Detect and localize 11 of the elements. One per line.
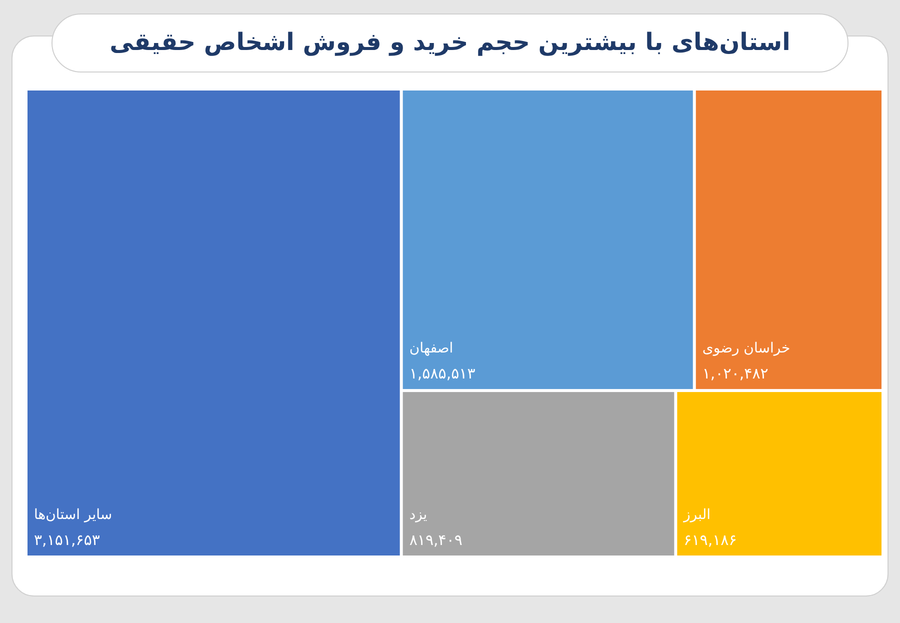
text: استان‌های با بیشترین حجم خرید و فروش اشخاص حقیقی xyxy=(110,28,790,56)
data-label: ۳,۱۵۱,۶۵۳ xyxy=(34,531,100,549)
category-label: اصفهان xyxy=(409,340,454,357)
data-label: ۱,۰۲۰,۴۸۲ xyxy=(702,364,768,383)
category-label: البرز xyxy=(682,507,711,523)
data-label: ۸۱۹,۴۰۹ xyxy=(409,531,462,549)
category-label: خراسان رضوی xyxy=(702,340,790,357)
category-label: یزد xyxy=(409,507,428,523)
data-label: ۱,۵۸۵,۵۱۳ xyxy=(409,364,476,383)
category-label: سایر استان‌ها xyxy=(34,507,112,523)
data-label: ۶۱۹,۱۸۶ xyxy=(684,531,737,549)
